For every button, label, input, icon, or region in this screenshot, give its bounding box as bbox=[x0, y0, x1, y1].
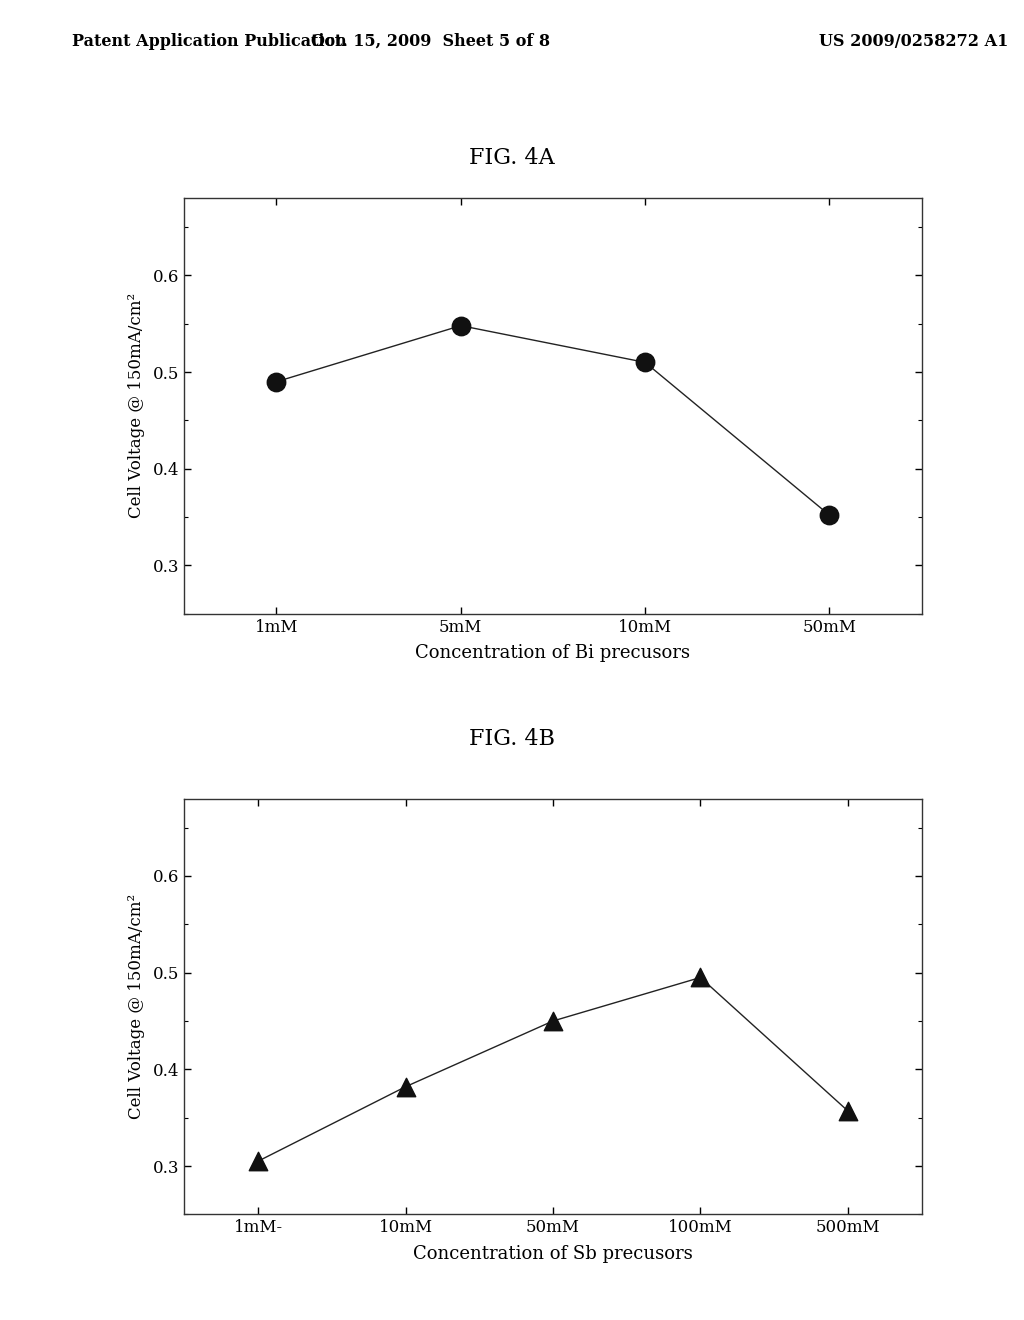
Text: US 2009/0258272 A1: US 2009/0258272 A1 bbox=[819, 33, 1009, 50]
Text: FIG. 4B: FIG. 4B bbox=[469, 729, 555, 750]
Point bbox=[250, 1151, 266, 1172]
Point bbox=[840, 1101, 856, 1122]
Point bbox=[637, 352, 653, 374]
Point bbox=[268, 371, 285, 392]
Point bbox=[821, 504, 838, 525]
X-axis label: Concentration of Sb precusors: Concentration of Sb precusors bbox=[413, 1245, 693, 1263]
Point bbox=[397, 1076, 414, 1097]
Y-axis label: Cell Voltage @ 150mA/cm²: Cell Voltage @ 150mA/cm² bbox=[128, 293, 144, 519]
Text: Oct. 15, 2009  Sheet 5 of 8: Oct. 15, 2009 Sheet 5 of 8 bbox=[310, 33, 550, 50]
Y-axis label: Cell Voltage @ 150mA/cm²: Cell Voltage @ 150mA/cm² bbox=[128, 894, 144, 1119]
Point bbox=[545, 1010, 561, 1031]
Point bbox=[453, 315, 469, 337]
X-axis label: Concentration of Bi precusors: Concentration of Bi precusors bbox=[416, 644, 690, 663]
Point bbox=[692, 968, 709, 989]
Text: FIG. 4A: FIG. 4A bbox=[469, 148, 555, 169]
Text: Patent Application Publication: Patent Application Publication bbox=[72, 33, 346, 50]
